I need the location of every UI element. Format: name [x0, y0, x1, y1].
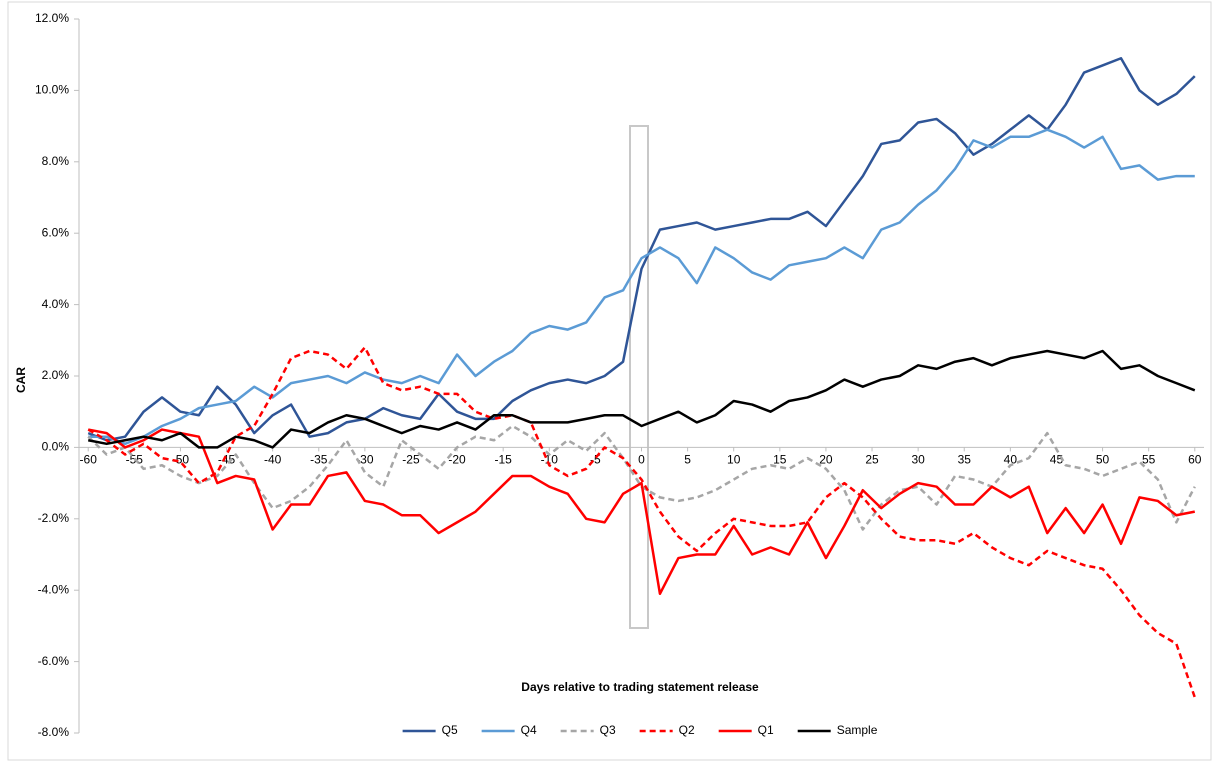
series-line	[87, 57, 1196, 442]
legend-label: Q3	[600, 723, 616, 737]
x-axis-title: Days relative to trading statement relea…	[521, 680, 759, 694]
series-line	[87, 349, 1196, 449]
x-tick-label: -25	[402, 453, 420, 467]
y-tick-label: -4.0%	[38, 582, 70, 596]
x-tick-label: 30	[911, 453, 925, 467]
x-tick-label: 25	[865, 453, 879, 467]
x-tick-label: -60	[80, 453, 98, 467]
x-tick-label: 20	[819, 453, 833, 467]
x-tick-label: 5	[684, 453, 691, 467]
x-tick-label: -45	[218, 453, 236, 467]
x-tick-label: 35	[958, 453, 972, 467]
legend: Q5 Q4 Q3 Q2 Q1 Sample	[402, 723, 878, 737]
x-tick-label: 0	[638, 453, 645, 467]
x-tick-label: 40	[1004, 453, 1018, 467]
legend-label: Q2	[679, 723, 695, 737]
x-tick-label: -5	[590, 453, 601, 467]
x-tick-label: -15	[495, 453, 513, 467]
series-line	[87, 428, 1196, 596]
x-tick-label: -40	[264, 453, 282, 467]
x-tick-label: -50	[172, 453, 190, 467]
x-tick-label: 55	[1142, 453, 1156, 467]
y-tick-label: -8.0%	[38, 725, 70, 739]
y-tick-label: 2.0%	[42, 368, 70, 382]
y-tick-label: 10.0%	[35, 83, 69, 97]
x-tick-label: 15	[773, 453, 787, 467]
y-tick-label: 12.0%	[35, 11, 69, 25]
x-tick-label: -35	[310, 453, 328, 467]
y-axis-title: CAR	[14, 367, 28, 393]
legend-label: Q4	[521, 723, 537, 737]
x-tick-label: -20	[448, 453, 466, 467]
legend-label: Q1	[758, 723, 774, 737]
x-tick-label: 50	[1096, 453, 1110, 467]
x-tick-label: 10	[727, 453, 741, 467]
series-line	[87, 346, 1196, 698]
y-tick-label: 0.0%	[42, 440, 70, 454]
y-tick-label: -2.0%	[38, 511, 70, 525]
legend-label: Sample	[837, 723, 878, 737]
event-window-box	[629, 125, 649, 629]
y-tick-label: 8.0%	[42, 154, 70, 168]
x-tick-label: 60	[1188, 453, 1202, 467]
legend-label: Q5	[442, 723, 458, 737]
y-tick-label: 6.0%	[42, 225, 70, 239]
y-tick-label: 4.0%	[42, 297, 70, 311]
y-tick-label: -6.0%	[38, 654, 70, 668]
series-line	[88, 128, 1195, 446]
